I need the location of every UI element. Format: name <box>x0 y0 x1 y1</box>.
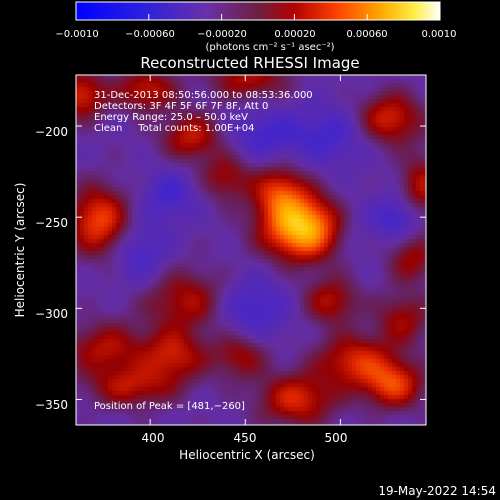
colorbar: −0.0010 −0.00060 −0.00020 0.00020 0.0006… <box>55 1 457 53</box>
annotation-peak-position: Position of Peak = [481,−260] <box>94 401 245 412</box>
plot-frame <box>75 74 427 426</box>
y-axis-label: Heliocentric Y (arcsec) <box>13 183 27 318</box>
heatmap-image <box>76 75 426 425</box>
y-tick-label: −300 <box>35 307 68 321</box>
y-tick-label: −200 <box>35 125 68 139</box>
colorbar-tick-label: 0.00020 <box>274 29 315 40</box>
annotation-time-range: 31‑Dec‑2013 08:50:56.000 to 08:53:36.000 <box>94 90 313 101</box>
colorbar-tick-label: 0.00060 <box>346 29 387 40</box>
colorbar-tick-label: 0.0010 <box>422 29 457 40</box>
y-tick-label: −350 <box>35 398 68 412</box>
footer-date: 19‑May‑2022 14:54 <box>378 484 496 498</box>
colorbar-gradient <box>75 1 441 21</box>
colorbar-ticks <box>75 14 441 20</box>
annotation-clean-counts: Clean Total counts: 1.00E+04 <box>94 123 254 134</box>
annotation-energy-range: Energy Range: 25.0 – 50.0 keV <box>94 112 248 123</box>
colorbar-unit-label: (photons cm⁻² s⁻¹ asec⁻²) <box>205 42 334 53</box>
chart-title: Reconstructed RHESSI Image <box>140 54 359 72</box>
x-tick-label: 500 <box>325 431 348 445</box>
x-axis-label: Heliocentric X (arcsec) <box>179 448 315 462</box>
y-tick-label: −250 <box>35 216 68 230</box>
annotation-detectors: Detectors: 3F 4F 5F 6F 7F 8F, Att 0 <box>94 101 268 112</box>
x-tick-label: 450 <box>234 431 257 445</box>
colorbar-tick-label: −0.00060 <box>125 29 175 40</box>
colorbar-tick-label: −0.00020 <box>197 29 247 40</box>
axis-ticks <box>76 75 426 425</box>
x-tick-label: 400 <box>142 431 165 445</box>
colorbar-tick-label: −0.0010 <box>55 29 98 40</box>
